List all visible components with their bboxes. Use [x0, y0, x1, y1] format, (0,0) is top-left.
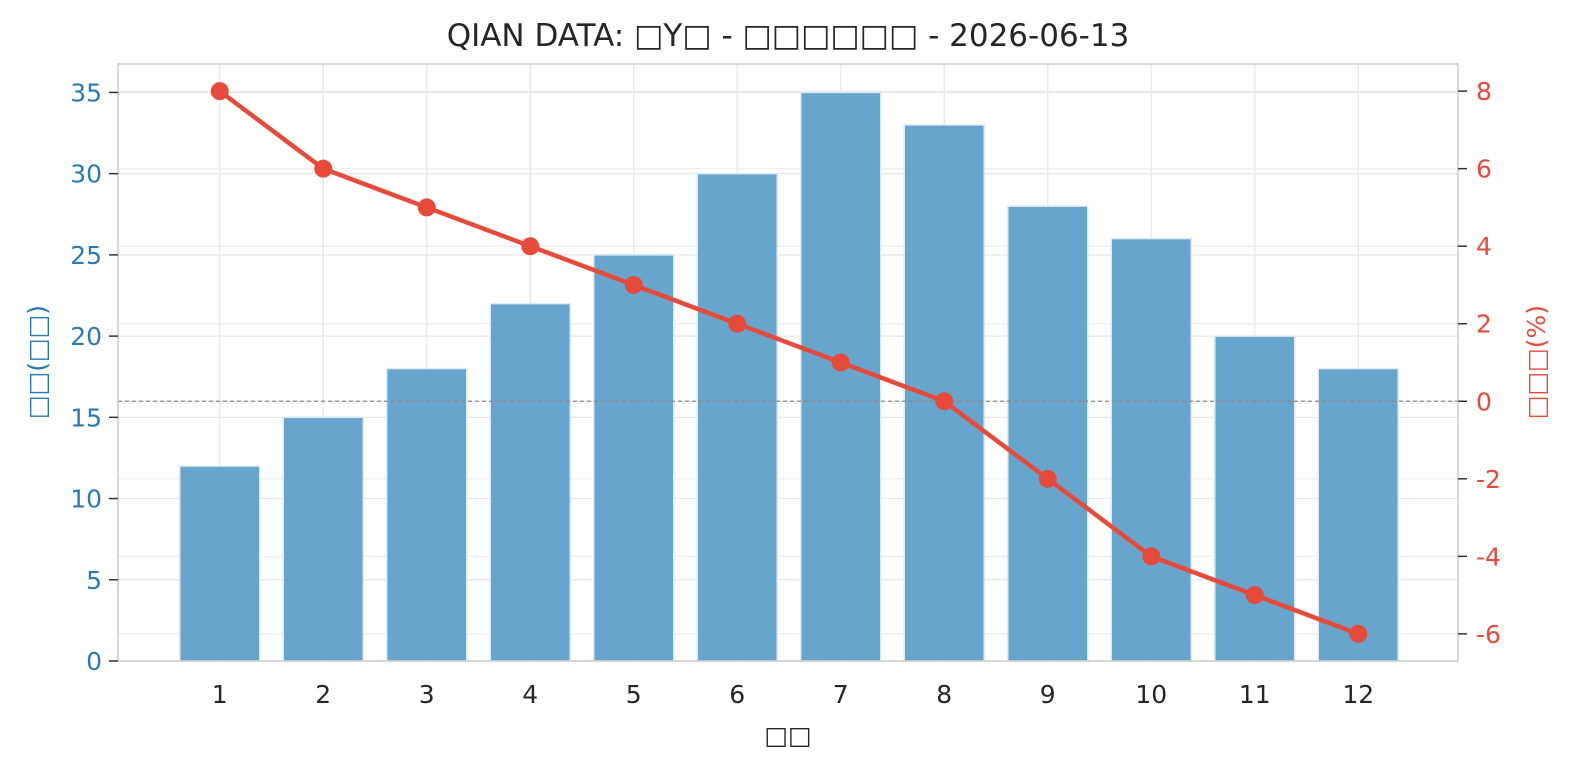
- bars-layer: [179, 91, 1399, 662]
- bar-6: [696, 172, 778, 662]
- line-point-1: [210, 82, 229, 101]
- x-tick-label: 1: [212, 680, 228, 709]
- line-point-4: [521, 237, 540, 256]
- line-point-2: [314, 159, 333, 178]
- x-axis-label: □□: [764, 721, 811, 750]
- line-point-10: [1142, 547, 1161, 566]
- x-tick-label: 5: [626, 680, 642, 709]
- y-right-axis-label: □□□(%): [1522, 305, 1551, 419]
- y-left-tick-label: 0: [86, 647, 102, 676]
- y-left-tick-label: 35: [70, 78, 102, 107]
- x-tick-label: 11: [1239, 680, 1271, 709]
- y-left-axis-label: □□(□□): [23, 305, 52, 419]
- line-point-7: [831, 353, 850, 372]
- bar-7: [800, 91, 882, 662]
- line-point-5: [624, 275, 643, 294]
- line-point-6: [728, 314, 747, 333]
- y-left-tick-label: 20: [70, 322, 102, 351]
- y-right-tick-label: -4: [1476, 542, 1501, 571]
- y-left-tick-label: 5: [86, 566, 102, 595]
- line-point-3: [417, 198, 436, 217]
- bar-10: [1110, 237, 1192, 662]
- line-series: [217, 88, 1361, 637]
- y-right-tick-label: -2: [1476, 465, 1501, 494]
- bar-3: [386, 367, 468, 662]
- y-left-tick-label: 25: [70, 241, 102, 270]
- x-tick-label: 8: [936, 680, 952, 709]
- line-series-layer: [210, 82, 1368, 643]
- x-tick-label: 2: [315, 680, 331, 709]
- bar-1: [179, 465, 261, 662]
- x-tick-label: 10: [1135, 680, 1167, 709]
- y-left-tick-label: 15: [70, 403, 102, 432]
- x-tick-label: 7: [833, 680, 849, 709]
- bar-2: [282, 416, 364, 662]
- line-point-9: [1038, 469, 1057, 488]
- chart-title: QIAN DATA: □Y□ - □□□□□□ - 2026-06-13: [447, 18, 1130, 54]
- plot-frame: [117, 63, 1459, 662]
- x-tick-label: 4: [522, 680, 538, 709]
- y-right-tick-label: 2: [1476, 310, 1492, 339]
- x-tick-label: 9: [1040, 680, 1056, 709]
- x-tick-label: 12: [1342, 680, 1374, 709]
- y-right-tick-label: -6: [1476, 620, 1501, 649]
- bar-9: [1007, 205, 1089, 662]
- line-point-12: [1349, 624, 1368, 643]
- bar-5: [593, 254, 675, 662]
- bar-4: [489, 302, 571, 662]
- bar-12: [1317, 367, 1399, 662]
- y-right-tick-label: 4: [1476, 232, 1492, 261]
- y-left-tick-label: 30: [70, 160, 102, 189]
- y-right-tick-label: 8: [1476, 77, 1492, 106]
- y-left-tick-label: 10: [70, 485, 102, 514]
- y-right-tick-label: 0: [1476, 387, 1492, 416]
- line-point-11: [1245, 586, 1264, 605]
- x-tick-label: 6: [729, 680, 745, 709]
- x-tick-label: 3: [419, 680, 435, 709]
- bar-11: [1214, 335, 1296, 662]
- line-point-8: [935, 392, 954, 411]
- y-right-tick-label: 6: [1476, 155, 1492, 184]
